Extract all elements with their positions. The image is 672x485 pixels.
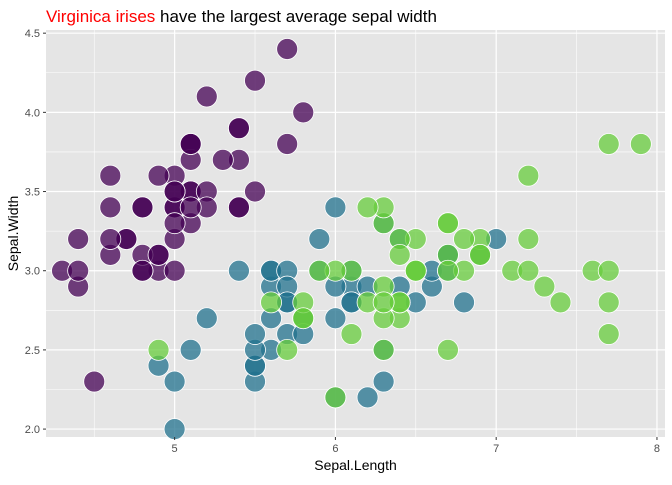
x-axis-title: Sepal.Length: [314, 457, 397, 473]
data-point: [292, 101, 315, 124]
data-point: [437, 259, 459, 282]
data-point: [372, 370, 395, 393]
data-point: [260, 291, 282, 314]
data-point: [533, 275, 556, 298]
data-point: [244, 69, 266, 92]
data-point: [67, 259, 90, 282]
data-point: [195, 85, 218, 108]
data-point: [163, 180, 186, 203]
data-point: [388, 243, 411, 266]
data-points: [51, 38, 652, 440]
data-point: [597, 259, 620, 282]
data-point: [597, 133, 620, 155]
data-point: [292, 307, 315, 330]
data-point: [179, 133, 202, 155]
data-point: [356, 196, 379, 219]
y-axis-title: Sepal.Width: [5, 196, 21, 271]
data-point: [517, 228, 540, 250]
data-point: [99, 196, 122, 219]
y-tick-label: 3.5: [25, 187, 40, 199]
data-point: [147, 164, 170, 187]
data-point: [324, 386, 347, 409]
data-point: [131, 196, 154, 219]
data-point: [228, 117, 250, 140]
data-point: [147, 243, 170, 266]
x-tick-label: 7: [493, 443, 499, 455]
data-point: [437, 338, 459, 361]
y-tick-label: 2.5: [25, 345, 40, 357]
y-tick-label: 4.5: [25, 28, 40, 40]
data-point: [179, 196, 202, 219]
data-point: [340, 323, 363, 345]
data-point: [163, 212, 186, 235]
data-point: [163, 418, 186, 440]
data-point: [517, 259, 540, 282]
plot-panel: [46, 30, 665, 437]
data-point: [356, 386, 379, 409]
y-tick-label: 3.0: [25, 266, 40, 278]
data-point: [597, 291, 620, 314]
chart-title: Virginica irises have the largest averag…: [46, 7, 437, 26]
data-point: [83, 370, 106, 393]
data-point: [324, 307, 347, 330]
data-point: [276, 338, 299, 361]
data-point: [453, 228, 475, 250]
data-point: [629, 133, 652, 155]
data-point: [99, 228, 122, 250]
x-tick-label: 6: [332, 443, 338, 455]
data-point: [372, 338, 395, 361]
data-point: [437, 212, 459, 235]
data-point: [324, 196, 347, 219]
y-tick-label: 2.0: [25, 424, 40, 436]
data-point: [276, 133, 299, 155]
data-point: [372, 291, 395, 314]
data-point: [549, 291, 572, 314]
data-point: [179, 338, 202, 361]
data-point: [244, 180, 266, 203]
grid-lines: [46, 30, 665, 437]
data-point: [244, 323, 266, 345]
data-point: [211, 148, 234, 171]
data-point: [228, 259, 250, 282]
data-point: [131, 259, 154, 282]
y-tick-label: 4.0: [25, 107, 40, 119]
data-point: [67, 228, 90, 250]
x-tick-label: 8: [654, 443, 660, 455]
data-point: [195, 307, 218, 330]
chart-title-rest: have the largest average sepal width: [155, 7, 437, 26]
data-point: [276, 38, 299, 60]
data-point: [453, 291, 475, 314]
data-point: [163, 370, 186, 393]
data-point: [308, 228, 331, 250]
data-point: [147, 338, 170, 361]
data-point: [597, 323, 620, 345]
x-tick-label: 5: [172, 443, 178, 455]
data-point: [469, 243, 492, 266]
data-point: [517, 164, 540, 187]
data-point: [99, 164, 122, 187]
y-axis-ticks: 2.0 2.5 3.0 3.5 4.0 4.5: [25, 28, 46, 436]
chart-title-highlight: Virginica irises: [46, 7, 155, 26]
data-point: [308, 259, 331, 282]
data-point: [163, 259, 186, 282]
data-point: [404, 259, 427, 282]
x-axis-ticks: 5 6 7 8: [172, 437, 660, 455]
data-point: [228, 196, 250, 219]
